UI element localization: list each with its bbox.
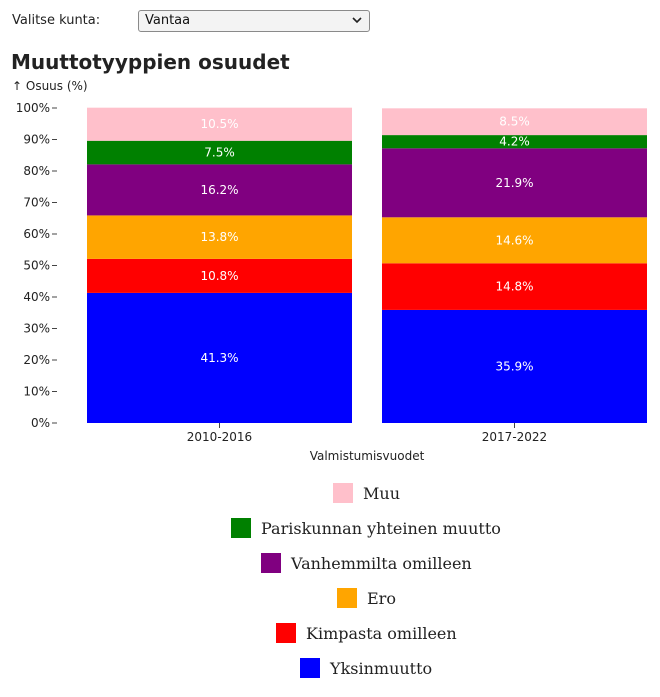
stacked-bar-chart: ↑ Osuus (%) 0% 10% 20% 30% 40% 50% 60% 70% 80% 90%… [12,79,647,463]
bar-segment [382,108,647,136]
data-label: 21.9% [495,176,533,190]
y-tick-label: 30% [23,322,50,336]
municipality-select-value: Vantaa [145,13,191,28]
y-tick-label: 70% [23,196,50,210]
y-axis-label: ↑ Osuus (%) [12,79,88,93]
y-tick-label: 60% [23,227,50,241]
bar-segment [87,215,352,259]
bar-segment [382,263,647,310]
bar-segment [87,164,352,216]
municipality-select-label: Valitse kunta: [12,13,101,28]
legend-label: Kimpasta omilleen [306,623,457,643]
data-label: 8.5% [499,115,530,129]
legend-swatch [276,623,296,643]
y-tick-label: 50% [23,259,50,273]
chevron-down-icon [352,17,362,24]
municipality-select[interactable]: Vantaa [138,10,370,32]
legend-swatch [337,588,357,608]
bar-segment [382,309,647,423]
data-label: 10.8% [200,269,238,283]
x-axis-label: Valmistumisvuodet [310,449,425,463]
legend-item: Pariskunnan yhteinen muutto [231,517,501,539]
legend-item: Muu [333,482,400,504]
data-label: 7.5% [204,146,235,160]
y-tick-label: 40% [23,290,50,304]
data-label: 4.2% [499,135,530,149]
legend-label: Pariskunnan yhteinen muutto [261,518,501,538]
data-label: 14.6% [495,233,533,247]
data-label: 14.8% [495,280,533,294]
y-tick-label: 100% [16,101,50,115]
data-label: 35.9% [495,359,533,373]
bar-segment [382,217,647,264]
legend-item: Kimpasta omilleen [276,622,457,644]
bar-segment [87,292,352,423]
bar-segment [87,107,352,141]
y-tick-label: 10% [23,385,50,399]
data-label: 10.5% [200,117,238,131]
data-label: 16.2% [200,183,238,197]
legend-label: Muu [363,483,400,503]
legend-item: Vanhemmilta omilleen [261,552,472,574]
bar-segment [382,148,647,218]
x-tick-label: 2010-2016 [187,430,252,444]
legend-swatch [261,553,281,573]
legend-item: Yksinmuutto [300,657,432,679]
bar-segment [87,140,352,165]
legend-swatch [300,658,320,678]
legend-swatch [231,518,251,538]
y-tick-label: 90% [23,133,50,147]
bar-segment [87,258,352,293]
legend-swatch [333,483,353,503]
bar-segment [382,135,647,149]
data-label: 13.8% [200,230,238,244]
legend-item: Ero [337,587,396,609]
chart-title: Muuttotyyppien osuudet [11,50,290,74]
y-tick-label: 0% [31,416,50,430]
data-label: 41.3% [200,351,238,365]
municipality-selector-row: Valitse kunta: Vantaa [12,10,652,34]
legend-label: Ero [367,588,396,608]
y-tick-label: 20% [23,353,50,367]
legend-label: Vanhemmilta omilleen [291,553,472,573]
legend-label: Yksinmuutto [330,658,433,678]
x-tick-label: 2017-2022 [482,430,547,444]
y-tick-label: 80% [23,164,50,178]
